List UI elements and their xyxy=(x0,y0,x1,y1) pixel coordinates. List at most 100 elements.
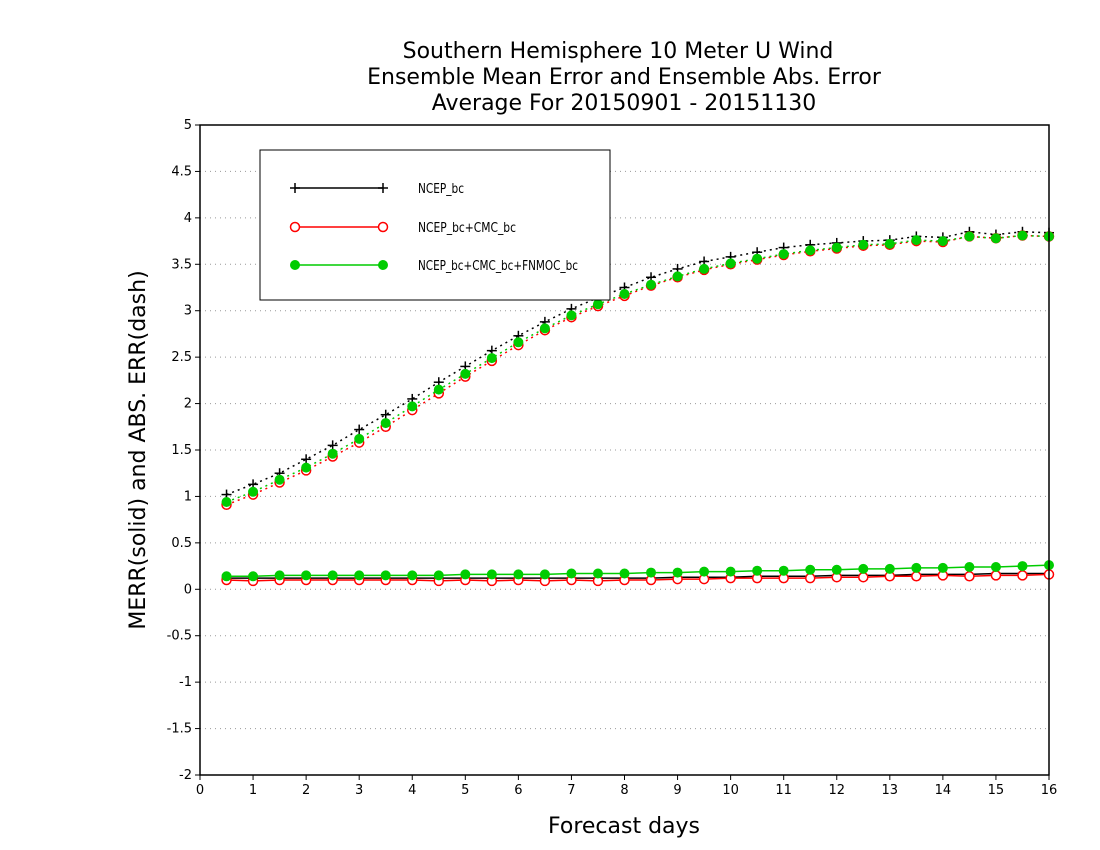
ncep-bc-cmc-bc-fnmoc-bc-mean-err-point xyxy=(646,567,657,578)
y-tick-label: 1 xyxy=(184,489,192,504)
ncep-bc-cmc-bc-fnmoc-bc-mean-err-point xyxy=(778,565,789,576)
ncep-bc-cmc-bc-fnmoc-bc-abs-err-point xyxy=(990,233,1001,244)
axes: -2-1.5-1-0.500.511.522.533.544.550 1 2 3 4 5 6… xyxy=(167,118,1058,798)
ncep-bc-cmc-bc-fnmoc-bc-mean-err-point xyxy=(460,569,471,580)
ncep-bc-cmc-bc-fnmoc-bc-mean-err-point xyxy=(937,562,948,573)
legend-label-ncep-bc-cmc-bc-fnmoc-bc: NCEP_bc+CMC_bc+FNMOC_bc xyxy=(418,259,578,274)
legend-marker-ncep-bc-cmc-bc-fnmoc-bc xyxy=(290,260,300,270)
ncep-bc-cmc-bc-fnmoc-bc-abs-err-point xyxy=(301,462,312,473)
x-tick-label: 16 xyxy=(1041,783,1058,798)
ncep-bc-cmc-bc-fnmoc-bc-abs-err-point xyxy=(248,486,259,497)
ncep-bc-cmc-bc-fnmoc-bc-abs-err-point xyxy=(699,263,710,274)
legend-marker-ncep-bc-cmc-bc xyxy=(377,221,389,233)
ncep-bc-cmc-bc-fnmoc-bc-mean-err-point xyxy=(380,570,391,581)
x-tick-label: 11 xyxy=(775,783,792,798)
ncep-bc-abs-err-point xyxy=(327,440,338,451)
title-line-1: Southern Hemisphere 10 Meter U Wind xyxy=(403,39,834,64)
ncep-bc-cmc-bc-fnmoc-bc-abs-err-point xyxy=(433,384,444,395)
legend-box xyxy=(259,149,611,301)
ncep-bc-cmc-bc-fnmoc-bc-abs-err-point xyxy=(778,249,789,260)
legend: NCEP_bc NCEP_bc+CMC_bc NCEP_bc+CMC_bc+FNMO… xyxy=(259,149,611,301)
ncep-bc-cmc-bc-fnmoc-bc-mean-err-point xyxy=(752,565,763,576)
y-tick-label: -0.5 xyxy=(167,629,192,644)
y-tick-label: 0 xyxy=(184,582,192,597)
chart-title: Southern Hemisphere 10 Meter U Wind Ense… xyxy=(367,39,882,116)
ncep-bc-cmc-bc-fnmoc-bc-abs-err-point xyxy=(486,353,497,364)
ncep-bc-cmc-bc-fnmoc-bc-abs-err-point xyxy=(380,418,391,429)
x-tick-label: 1 xyxy=(249,783,257,798)
ncep-bc-cmc-bc-fnmoc-bc-abs-err-point xyxy=(221,497,232,507)
x-tick-label: 3 xyxy=(355,783,363,798)
ncep-bc-abs-err-line xyxy=(226,231,1050,496)
legend-label-ncep-bc-cmc-bc: NCEP_bc+CMC_bc xyxy=(418,221,516,236)
x-tick-label: 6 xyxy=(514,783,522,798)
ncep-bc-cmc-bc-fnmoc-bc-abs-err-point xyxy=(672,271,683,282)
y-axis-label: MERR(solid) and ABS. ERR(dash) xyxy=(126,270,151,629)
x-tick-label: 9 xyxy=(673,783,681,798)
ncep-bc-cmc-bc-mean-err-point xyxy=(858,571,869,583)
ncep-bc-cmc-bc-fnmoc-bc-mean-err-point xyxy=(221,571,232,582)
ncep-bc-cmc-bc-fnmoc-bc-mean-err-point xyxy=(301,570,312,581)
y-tick-label: 3.5 xyxy=(171,257,192,272)
x-tick-label: 13 xyxy=(882,783,899,798)
ncep-bc-cmc-bc-fnmoc-bc-mean-err-point xyxy=(566,568,577,579)
x-tick-label: 12 xyxy=(828,783,845,798)
ncep-bc-cmc-bc-fnmoc-bc-abs-err-point xyxy=(407,401,418,412)
ncep-bc-cmc-bc-fnmoc-bc-mean-err-point xyxy=(248,571,259,582)
ncep-bc-cmc-bc-fnmoc-bc-abs-err-point xyxy=(752,253,763,264)
y-tick-label: 4.5 xyxy=(171,164,192,179)
ncep-bc-cmc-bc-fnmoc-bc-abs-err-point xyxy=(884,238,895,249)
ncep-bc-cmc-bc-fnmoc-bc-mean-err-point xyxy=(486,569,497,580)
y-tick-label: 2.5 xyxy=(171,350,192,365)
ncep-bc-cmc-bc-mean-err-point xyxy=(1017,570,1028,581)
ncep-bc-cmc-bc-fnmoc-bc-mean-err-point xyxy=(407,570,418,581)
ncep-bc-cmc-bc-fnmoc-bc-abs-err-point xyxy=(539,323,550,334)
ncep-bc-cmc-bc-fnmoc-bc-abs-err-point xyxy=(513,337,524,348)
ncep-bc-cmc-bc-fnmoc-bc-abs-err-point xyxy=(1017,230,1028,241)
ncep-bc-cmc-bc-fnmoc-bc-mean-err-point xyxy=(964,562,975,572)
ncep-bc-cmc-bc-fnmoc-bc-abs-err-point xyxy=(831,242,842,253)
y-tick-label: 2 xyxy=(184,397,192,412)
ncep-bc-cmc-bc-fnmoc-bc-abs-err-point xyxy=(566,310,577,321)
title-line-3: Average For 20150901 - 20151130 xyxy=(432,91,817,116)
ncep-bc-cmc-bc-fnmoc-bc-mean-err-point xyxy=(699,566,710,577)
legend-marker-ncep-bc xyxy=(378,183,388,193)
series-layer xyxy=(221,226,1055,587)
y-tick-label: -1.5 xyxy=(167,722,192,737)
ncep-bc-cmc-bc-fnmoc-bc-mean-err-point xyxy=(805,564,816,575)
ncep-bc-cmc-bc-fnmoc-bc-mean-err-point xyxy=(433,570,444,581)
ncep-bc-cmc-bc-fnmoc-bc-mean-err-point xyxy=(725,566,736,577)
y-tick-label: -2 xyxy=(179,768,192,783)
ncep-bc-cmc-bc-fnmoc-bc-mean-err-point xyxy=(592,568,603,579)
ncep-bc-cmc-bc-fnmoc-bc-mean-err-point xyxy=(539,569,550,580)
legend-marker-ncep-bc-cmc-bc xyxy=(289,221,301,233)
ncep-bc-cmc-bc-fnmoc-bc-mean-err-point xyxy=(513,569,524,580)
ncep-bc-cmc-bc-mean-err-point xyxy=(804,572,816,584)
legend-marker-ncep-bc-cmc-bc-fnmoc-bc xyxy=(378,260,388,270)
y-tick-label: 4 xyxy=(184,211,192,226)
ncep-bc-cmc-bc-fnmoc-bc-abs-err-point xyxy=(964,231,975,242)
ncep-bc-cmc-bc-fnmoc-bc-mean-err-point xyxy=(1017,561,1028,572)
y-tick-label: 5 xyxy=(184,118,192,133)
legend-marker-ncep-bc xyxy=(290,183,300,193)
ncep-bc-cmc-bc-fnmoc-bc-mean-err-point xyxy=(990,562,1001,572)
ncep-bc-cmc-bc-fnmoc-bc-abs-err-point xyxy=(592,299,603,310)
legend-label-ncep-bc: NCEP_bc xyxy=(418,182,464,197)
y-tick-label: 1.5 xyxy=(171,443,192,458)
ncep-bc-cmc-bc-fnmoc-bc-abs-err-point xyxy=(937,236,948,247)
x-axis-label: Forecast days xyxy=(548,814,700,839)
ncep-bc-cmc-bc-fnmoc-bc-abs-err-point xyxy=(805,245,816,256)
y-tick-label: 3 xyxy=(184,304,192,319)
ncep-bc-cmc-bc-fnmoc-bc-abs-err-point xyxy=(327,448,338,459)
y-tick-label: 0.5 xyxy=(171,536,192,551)
ncep-bc-cmc-bc-fnmoc-bc-mean-err-point xyxy=(884,563,895,574)
ncep-bc-cmc-bc-mean-err-point xyxy=(964,571,975,582)
title-line-2: Ensemble Mean Error and Ensemble Abs. Er… xyxy=(367,65,882,90)
x-tick-label: 5 xyxy=(461,783,469,798)
ncep-bc-abs-err-point xyxy=(301,454,312,465)
ncep-bc-cmc-bc-fnmoc-bc-mean-err-point xyxy=(911,562,922,573)
ncep-bc-cmc-bc-fnmoc-bc-mean-err-point xyxy=(672,567,683,578)
x-tick-label: 4 xyxy=(408,783,416,798)
ncep-bc-abs-err-point xyxy=(380,409,391,420)
